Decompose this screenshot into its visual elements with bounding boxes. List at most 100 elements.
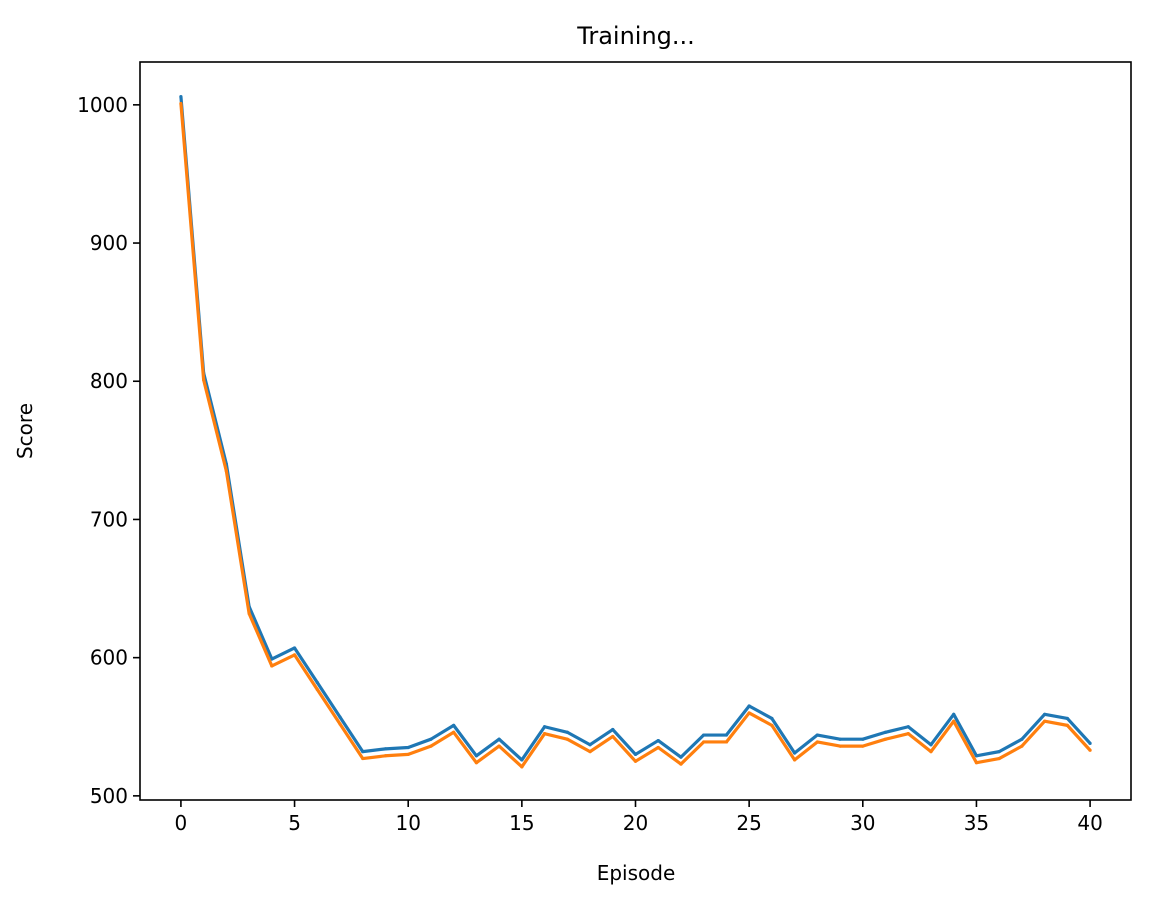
series-1-point	[929, 743, 933, 747]
y-tick-label: 800	[90, 369, 128, 393]
series-2-point	[633, 759, 638, 763]
series-1-point	[292, 646, 297, 650]
series-2	[179, 101, 1092, 769]
series-1-point	[997, 750, 1001, 754]
series-1-point	[702, 733, 706, 737]
series-2-point	[770, 723, 774, 727]
y-tick-label: 700	[90, 507, 128, 531]
series-2-point	[883, 737, 888, 741]
series-1-point	[588, 743, 592, 747]
series-2-point	[361, 756, 365, 761]
series-1-point	[542, 725, 547, 729]
series-2-point	[224, 469, 228, 473]
series-1-point	[974, 754, 979, 758]
series-2-point	[656, 745, 660, 750]
chart-title: Training...	[576, 22, 695, 50]
series-2-point	[906, 732, 910, 736]
series-2-point	[497, 744, 501, 748]
series-2-point	[383, 754, 388, 758]
x-tick-label: 0	[175, 811, 188, 835]
series-1-point	[770, 716, 774, 721]
series-1-point	[315, 680, 319, 685]
y-axis: 500 600 700 800 900 1000	[77, 93, 140, 808]
series-2-point	[1088, 748, 1092, 752]
x-tick-label: 30	[850, 811, 875, 835]
series-1-point	[383, 747, 388, 751]
series-1-point	[429, 737, 433, 741]
series-1-point	[861, 737, 865, 741]
series-1-point	[747, 704, 751, 708]
series-1-point	[633, 752, 638, 756]
series-1-point	[679, 755, 683, 759]
x-tick-label: 15	[509, 811, 534, 835]
series-1-point	[883, 730, 888, 734]
series-2-point	[474, 761, 478, 765]
series-1-point	[406, 745, 410, 750]
series-1-point	[724, 733, 729, 737]
series-2-point	[588, 750, 592, 754]
series-2-point	[952, 719, 956, 723]
x-tick-label: 5	[288, 811, 301, 835]
series-2-point	[338, 722, 342, 726]
series-1-point	[338, 715, 342, 719]
y-tick-label: 500	[90, 784, 128, 808]
series-2-point	[974, 761, 979, 765]
series-2-point	[179, 101, 183, 106]
series-layer	[179, 94, 1092, 769]
series-2-point	[679, 762, 683, 766]
x-tick-label: 20	[623, 811, 648, 835]
series-2-point	[702, 740, 706, 744]
series-2-point	[815, 740, 819, 744]
series-1-point	[520, 758, 524, 762]
series-1-point	[611, 727, 615, 732]
series-1-point	[793, 751, 797, 755]
series-2-point	[747, 711, 751, 715]
x-tick-label: 35	[964, 811, 989, 835]
x-tick-label: 25	[736, 811, 761, 835]
series-1-point	[1043, 712, 1047, 716]
series-1-point	[906, 725, 910, 729]
series-2-point	[429, 744, 433, 748]
series-2-point	[611, 734, 615, 739]
series-1-point	[1088, 741, 1092, 745]
series-1-point	[474, 754, 478, 758]
series-1-point	[656, 738, 660, 743]
x-tick-label: 10	[395, 811, 420, 835]
x-tick-label: 40	[1077, 811, 1102, 835]
series-2-point	[838, 744, 842, 748]
series-2-point	[724, 740, 729, 744]
series-1-point	[952, 712, 956, 716]
series-2-point	[315, 687, 319, 692]
series-1-point	[497, 737, 501, 741]
series-2-point	[929, 750, 933, 754]
series-1-point	[270, 657, 274, 661]
series-2-point	[247, 611, 251, 616]
y-tick-label: 600	[90, 646, 128, 670]
series-2-point	[542, 732, 547, 736]
y-tick-label: 1000	[77, 93, 128, 117]
series-2-point	[520, 765, 524, 769]
series-1-point	[1065, 716, 1069, 721]
series-1-point	[179, 94, 183, 99]
series-2-point	[1020, 744, 1024, 748]
series-2-point	[452, 730, 456, 734]
series-1-point	[452, 723, 456, 727]
series-1-point	[565, 730, 569, 734]
series-1-point	[361, 750, 365, 754]
series-2-point	[1043, 719, 1047, 723]
x-axis-title: Episode	[597, 861, 676, 885]
series-2-point	[565, 737, 569, 741]
series-2-point	[406, 752, 410, 756]
y-tick-label: 900	[90, 231, 128, 255]
series-1	[179, 94, 1092, 762]
y-axis-title: Score	[13, 403, 37, 459]
series-2-point	[793, 758, 797, 762]
series-2-point	[270, 664, 274, 668]
series-2-point	[861, 744, 865, 748]
series-1-point	[1020, 737, 1024, 741]
series-1-point	[815, 733, 819, 737]
series-2-point	[292, 653, 297, 657]
series-2-point	[1065, 723, 1069, 727]
